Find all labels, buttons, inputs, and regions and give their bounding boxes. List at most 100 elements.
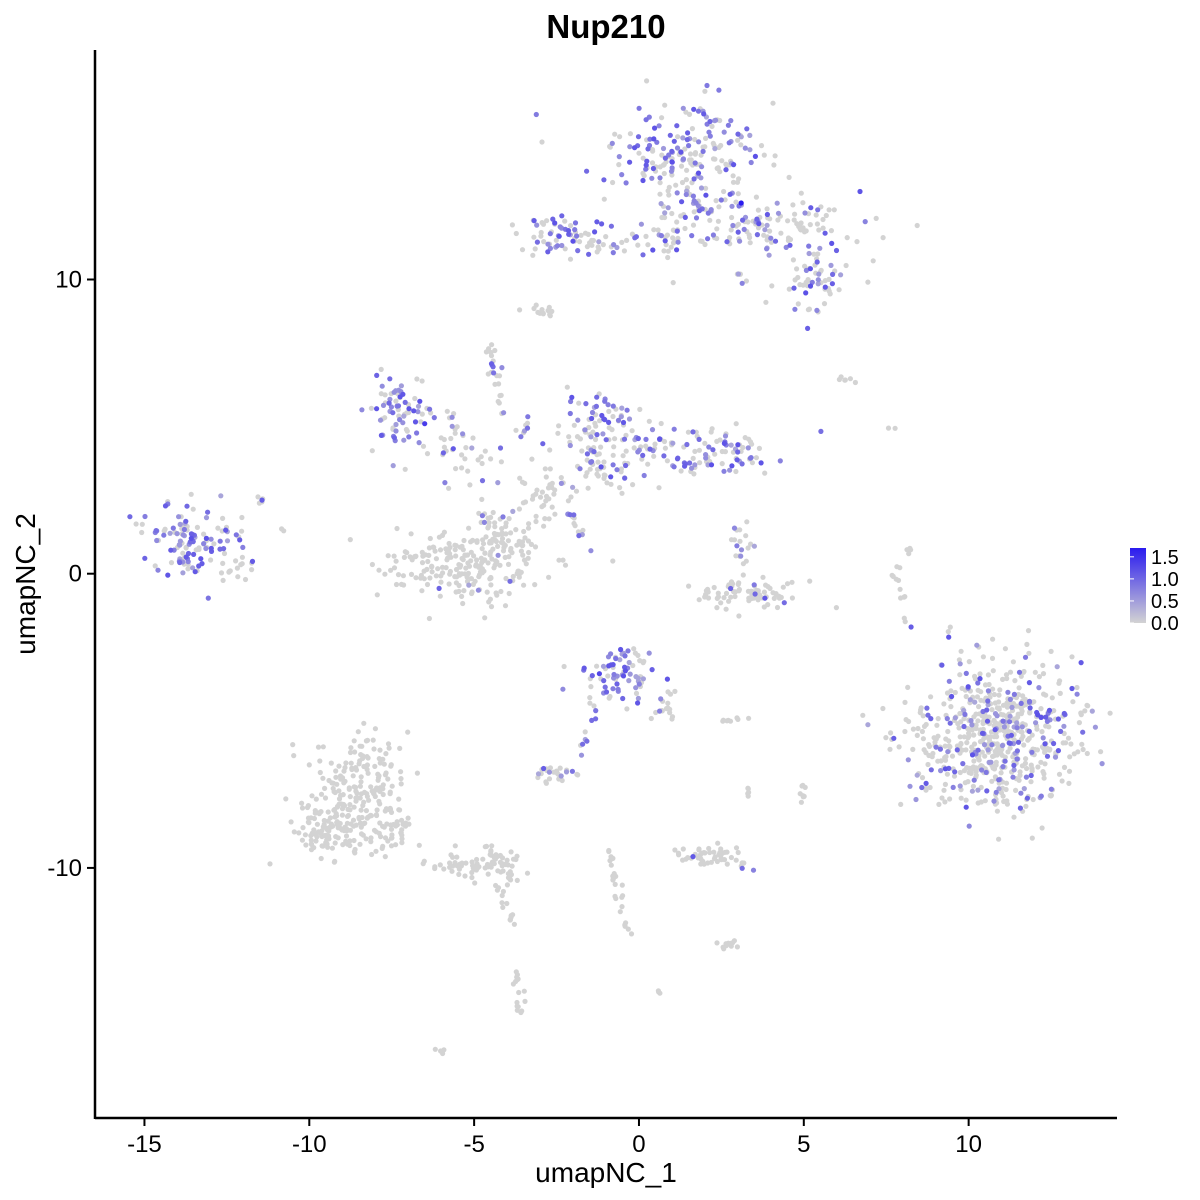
cell-point bbox=[499, 526, 505, 532]
cell-point bbox=[486, 523, 492, 529]
cell-point bbox=[617, 134, 623, 140]
scatter-points bbox=[127, 78, 1113, 1057]
cell-point-expressing bbox=[674, 247, 680, 253]
cell-point-expressing bbox=[703, 192, 709, 198]
cell-point bbox=[791, 217, 797, 223]
cell-point bbox=[470, 581, 476, 588]
cell-point bbox=[959, 685, 965, 692]
cell-point-expressing bbox=[979, 730, 986, 736]
cell-point bbox=[620, 453, 626, 459]
cell-point-expressing bbox=[723, 167, 729, 173]
cell-point-expressing bbox=[650, 247, 656, 253]
cell-point-expressing bbox=[721, 468, 727, 474]
cell-point-expressing bbox=[815, 281, 821, 287]
cell-point bbox=[468, 576, 474, 582]
cell-point bbox=[702, 88, 708, 94]
cell-point-expressing bbox=[576, 533, 582, 539]
cell-point bbox=[531, 234, 537, 240]
cell-point-expressing bbox=[249, 558, 256, 565]
cell-point bbox=[619, 490, 625, 496]
cell-point bbox=[690, 455, 696, 461]
cell-point bbox=[707, 217, 713, 223]
x-tick-label: 5 bbox=[797, 1131, 810, 1158]
cell-point-expressing bbox=[633, 685, 639, 691]
cell-point-expressing bbox=[643, 117, 649, 123]
cell-point bbox=[692, 448, 698, 454]
cell-point bbox=[517, 475, 523, 481]
cell-point-expressing bbox=[939, 662, 945, 668]
cell-point-expressing bbox=[739, 461, 745, 467]
cell-point bbox=[227, 568, 233, 574]
cell-point bbox=[1040, 769, 1046, 775]
cell-point-expressing bbox=[747, 455, 754, 461]
cell-point-expressing bbox=[705, 236, 711, 242]
cell-point bbox=[380, 791, 386, 798]
cell-point bbox=[1107, 710, 1113, 716]
cell-point bbox=[446, 581, 452, 587]
cell-point bbox=[322, 795, 329, 801]
cell-point bbox=[902, 728, 908, 735]
cell-point bbox=[316, 811, 322, 817]
cell-point-expressing bbox=[603, 689, 610, 695]
cell-point bbox=[514, 1003, 520, 1009]
cell-point bbox=[927, 784, 933, 791]
cell-point-expressing bbox=[589, 717, 595, 724]
cell-point bbox=[823, 212, 829, 219]
cell-point bbox=[734, 715, 740, 721]
cell-point-expressing bbox=[670, 440, 676, 446]
cell-point bbox=[424, 566, 430, 573]
cell-point-expressing bbox=[535, 771, 542, 777]
cell-point bbox=[993, 759, 999, 765]
cell-point-expressing bbox=[938, 768, 944, 774]
cell-point bbox=[665, 248, 671, 254]
cell-point bbox=[996, 744, 1002, 750]
cell-point-expressing bbox=[400, 420, 406, 426]
cell-point-expressing bbox=[427, 406, 433, 412]
cell-point bbox=[590, 237, 597, 244]
cell-point-expressing bbox=[577, 466, 583, 472]
cell-point-expressing bbox=[155, 567, 161, 573]
cell-point bbox=[462, 873, 468, 879]
cell-point bbox=[180, 550, 186, 556]
cell-point bbox=[398, 581, 405, 588]
cell-point bbox=[659, 115, 665, 121]
cell-point bbox=[340, 792, 346, 798]
cell-point bbox=[905, 684, 911, 691]
cell-point bbox=[991, 691, 998, 698]
cell-point bbox=[745, 588, 752, 594]
cell-point-expressing bbox=[563, 769, 570, 775]
cell-point bbox=[633, 690, 640, 697]
cell-point bbox=[707, 849, 713, 856]
cell-point bbox=[789, 595, 796, 601]
cell-point-expressing bbox=[618, 646, 624, 653]
cell-point bbox=[487, 852, 493, 858]
cell-point bbox=[619, 239, 625, 245]
x-tick-label: -10 bbox=[292, 1131, 327, 1158]
cell-point bbox=[610, 413, 616, 420]
cell-point bbox=[490, 860, 496, 866]
cell-point bbox=[372, 763, 378, 770]
cell-point-expressing bbox=[696, 436, 702, 442]
cell-point bbox=[365, 755, 371, 761]
cell-point bbox=[454, 424, 460, 430]
cell-point bbox=[733, 421, 739, 427]
cell-point bbox=[302, 832, 308, 838]
cell-point bbox=[579, 448, 585, 454]
cell-point bbox=[973, 769, 979, 775]
cell-point bbox=[705, 860, 711, 866]
cell-point bbox=[325, 844, 331, 850]
cell-point bbox=[713, 198, 719, 204]
cell-point bbox=[755, 225, 762, 231]
cell-point-expressing bbox=[1001, 724, 1008, 730]
cell-point bbox=[715, 840, 721, 846]
cell-point bbox=[630, 662, 636, 669]
cell-point bbox=[961, 716, 967, 722]
cell-point-expressing bbox=[994, 713, 1000, 719]
cell-point-expressing bbox=[928, 767, 934, 773]
cell-point bbox=[685, 429, 692, 435]
cell-point bbox=[420, 861, 426, 867]
cell-point bbox=[598, 444, 604, 450]
cell-point bbox=[535, 309, 541, 315]
cell-point bbox=[703, 185, 709, 191]
cell-point-expressing bbox=[1005, 689, 1011, 695]
